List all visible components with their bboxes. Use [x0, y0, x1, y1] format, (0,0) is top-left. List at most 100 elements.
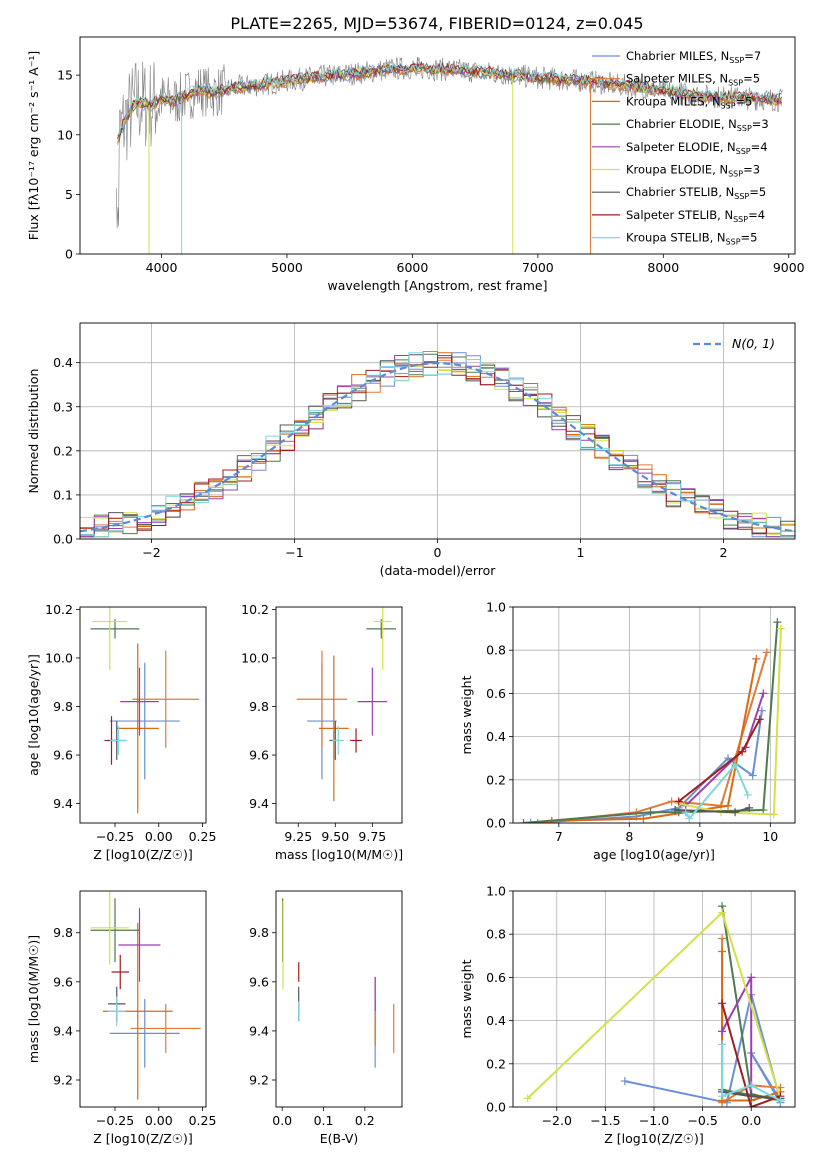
y-tick-label: 0.0: [486, 816, 506, 831]
mass-weight-marker: [718, 1027, 727, 1036]
mass-weight-marker: [639, 814, 648, 823]
y-tick-label: 10: [57, 127, 73, 142]
mass-weight-line: [624, 993, 782, 1104]
axes-age_vs_Z: −0.25 0.00 0.25 9.4 9.6 9.8 10.0 10.2 Z [log10(Z…: [26, 602, 217, 862]
y-axis-label: age [log10(age/yr)]: [26, 654, 41, 776]
x-tick-label: 9.75: [358, 829, 386, 844]
mass-weight-marker: [681, 808, 690, 817]
x-tick-label: 9.50: [321, 829, 349, 844]
mass-weight-line: [678, 718, 761, 803]
plot-area-spectrum: [116, 56, 783, 254]
plot-area-residuals: [80, 351, 795, 538]
mass-weight-marker: [731, 808, 740, 817]
x-tick-label: 7000: [522, 260, 554, 275]
plot-area-mass_weight_vs_Z: [523, 902, 785, 1107]
y-tick-label: 0.0: [486, 1100, 506, 1115]
y-tick-label: 0.1: [53, 487, 73, 502]
x-tick-label: 1: [577, 545, 585, 560]
figure-title: PLATE=2265, MJD=53674, FIBERID=0124, z=0…: [230, 14, 643, 33]
y-tick-label: 10.2: [45, 602, 73, 617]
x-tick-label: 0.00: [145, 829, 173, 844]
axes-age_vs_mass: 9.25 9.50 9.75 9.4 9.6 9.8 10.0 10.2 mass [log10…: [241, 602, 403, 862]
x-tick-label: 0.1: [314, 1113, 334, 1128]
y-tick-label: 9.4: [53, 1023, 73, 1038]
y-tick-label: 0.8: [486, 927, 506, 942]
model-spectrum-line: [117, 61, 782, 136]
axes-mass_weight_vs_age: 7 8 9 10 0.0 0.2 0.4 0.6 0.8 1.0 age [log10(age/yr…: [459, 600, 796, 862]
x-axis-label: Z [log10(Z/Z☉)]: [604, 1131, 704, 1146]
x-tick-label: 9: [696, 829, 704, 844]
mass-weight-marker: [747, 1103, 756, 1107]
y-tick-label: 9.6: [249, 974, 269, 989]
mass-weight-marker: [747, 1081, 756, 1090]
x-tick-label: 0.2: [355, 1113, 375, 1128]
x-tick-label: 8: [625, 829, 633, 844]
axes-frame: [275, 606, 403, 824]
y-tick-label: 1.0: [486, 600, 506, 615]
mass-weight-marker: [745, 803, 754, 812]
mass-weight-line: [721, 1044, 781, 1102]
x-tick-label: 0.25: [189, 1113, 217, 1128]
mass-weight-marker: [738, 747, 747, 756]
x-axis-label: E(B-V): [320, 1131, 359, 1146]
legend-entry: Chabrier MILES, NSSP=7: [626, 49, 761, 65]
mass-weight-marker: [724, 801, 733, 810]
plot-area-mass_weight_vs_age: [519, 618, 785, 823]
y-tick-label: 9.8: [249, 925, 269, 940]
mass-weight-marker: [769, 810, 778, 819]
x-tick-label: 9000: [773, 260, 805, 275]
residual-histogram: [80, 352, 795, 538]
legend-entry: Chabrier ELODIE, NSSP=3: [626, 117, 769, 133]
mass-weight-marker: [755, 715, 764, 724]
y-tick-label: 9.4: [53, 796, 73, 811]
mass-weight-marker: [667, 797, 676, 806]
x-tick-label: 2: [720, 545, 728, 560]
y-tick-label: 0.8: [486, 643, 506, 658]
mass-weight-marker: [671, 806, 680, 815]
plot-area-mass_vs_EBV: [282, 898, 395, 1068]
plot-area-mass_vs_Z: [90, 891, 201, 1100]
axes-residuals: −2 −1 0 1 2 0.0 0.1 0.2 0.3 0.4 (data-model)/error…: [26, 322, 796, 578]
mass-weight-marker: [752, 654, 761, 663]
y-tick-label: 9.2: [53, 1073, 73, 1088]
axes-frame: [79, 322, 796, 540]
x-tick-label: 10: [762, 829, 778, 844]
x-tick-label: −2: [142, 545, 160, 560]
mass-weight-marker: [685, 814, 694, 823]
mass-weight-marker: [759, 689, 768, 698]
x-tick-label: 0.25: [189, 829, 217, 844]
x-tick-label: −1.0: [639, 1113, 669, 1128]
x-tick-label: 0: [434, 545, 442, 560]
x-tick-label: 8000: [647, 260, 679, 275]
mass-weight-marker: [724, 754, 733, 763]
axes-mass_weight_vs_Z: −2.0 −1.5 −1.0 −0.5 0.0 0.0 0.2 0.4 0.6 0.8 1.0 Z […: [459, 884, 796, 1146]
y-tick-label: 0.4: [486, 729, 506, 744]
y-tick-label: 0.4: [486, 1013, 506, 1028]
mass-weight-line: [684, 763, 749, 820]
mass-weight-marker: [718, 1040, 727, 1049]
mass-weight-line: [721, 1003, 781, 1107]
mass-weight-marker: [646, 808, 655, 817]
mass-weight-marker: [773, 618, 782, 627]
legend-entry: Salpeter MILES, NSSP=5: [626, 72, 760, 88]
mass-weight-marker: [519, 819, 528, 823]
x-tick-label: 0.0: [741, 1113, 761, 1128]
x-tick-label: 6000: [397, 260, 429, 275]
y-tick-label: 0.6: [486, 686, 506, 701]
x-axis-label: mass [log10(M/M☉)]: [275, 847, 403, 862]
y-tick-label: 0.4: [53, 355, 73, 370]
axes-frame: [79, 36, 796, 255]
x-tick-label: −1.5: [590, 1113, 620, 1128]
x-axis-label: Z [log10(Z/Z☉)]: [93, 1131, 193, 1146]
x-tick-label: 5000: [271, 260, 303, 275]
mass-weight-marker: [748, 771, 757, 780]
y-tick-label: 0.3: [53, 399, 73, 414]
axes-frame: [79, 890, 207, 1108]
x-tick-label: −0.5: [687, 1113, 717, 1128]
model-spectrum-line: [117, 61, 782, 137]
y-tick-label: 0.2: [53, 443, 73, 458]
y-axis-label: mass [log10(M/M☉)]: [26, 935, 41, 1063]
mass-weight-marker: [743, 790, 752, 799]
mass-weight-marker: [718, 947, 727, 956]
legend-entry: N(0, 1): [732, 336, 775, 351]
